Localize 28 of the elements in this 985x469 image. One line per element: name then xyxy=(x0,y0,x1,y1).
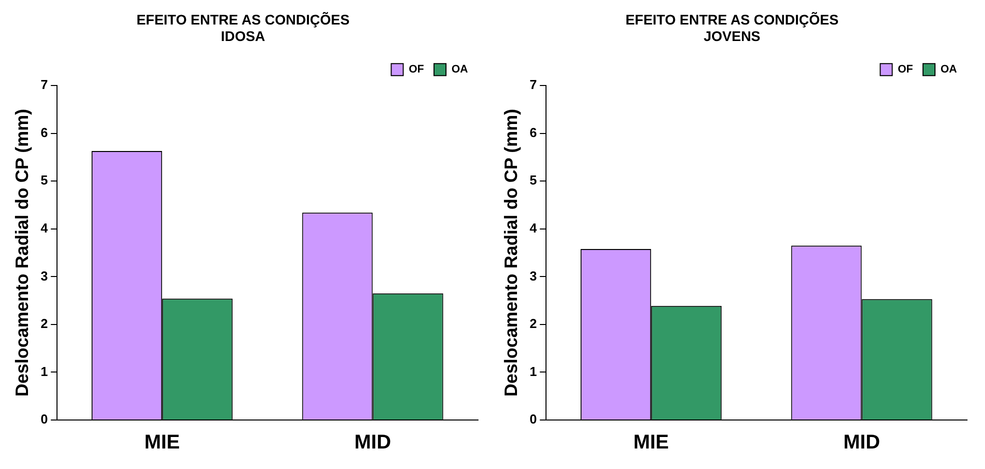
x-tick-label: MID xyxy=(354,432,392,454)
legend-label: OA xyxy=(940,64,958,76)
x-tick-label: MIE xyxy=(144,432,180,454)
y-tick-label: 3 xyxy=(40,268,48,284)
y-axis-title: Deslocamento Radial do CP (mm) xyxy=(500,108,521,397)
y-tick-label: 2 xyxy=(530,316,537,332)
x-tick-label: MID xyxy=(843,432,880,454)
y-tick-label: 4 xyxy=(530,220,538,236)
y-tick-label: 3 xyxy=(530,268,537,284)
legend-label: OF xyxy=(898,64,914,76)
y-axis-title: Deslocamento Radial do CP (mm) xyxy=(12,108,32,397)
y-tick-label: 5 xyxy=(530,172,537,188)
y-tick-label: 1 xyxy=(40,364,48,379)
legend-label: OA xyxy=(452,64,468,76)
y-tick-label: 1 xyxy=(530,364,537,379)
x-tick-label: MIE xyxy=(633,432,669,454)
y-tick-label: 0 xyxy=(40,412,48,427)
legend-label: OF xyxy=(408,64,424,76)
y-tick-label: 5 xyxy=(40,172,48,188)
y-tick-label: 6 xyxy=(40,124,48,140)
chart-title: EFEITO ENTRE AS CONDIÇÕES IDOSA xyxy=(136,11,350,44)
y-tick-label: 4 xyxy=(40,220,49,236)
y-tick-label: 7 xyxy=(40,77,48,92)
y-tick-label: 6 xyxy=(530,124,537,140)
y-tick-label: 2 xyxy=(40,316,48,332)
y-tick-label: 0 xyxy=(530,412,537,427)
chart-title: EFEITO ENTRE AS CONDIÇÕES JOVENS xyxy=(625,11,839,44)
y-tick-label: 7 xyxy=(530,77,537,92)
